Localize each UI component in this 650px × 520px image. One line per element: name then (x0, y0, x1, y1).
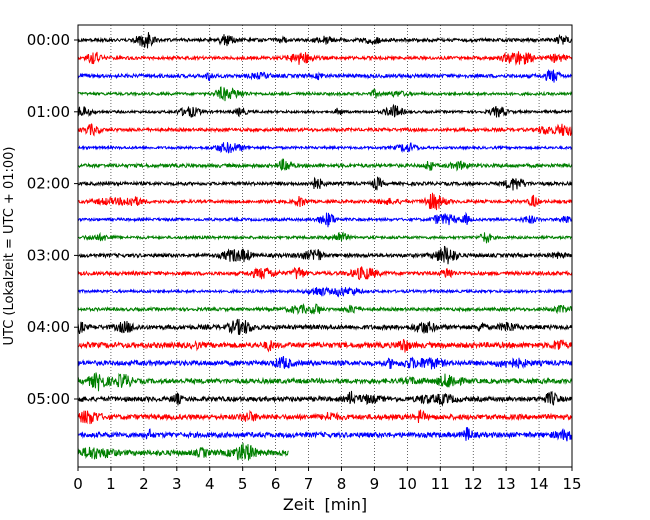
x-axis-ticks: 0 1 2 3 4 5 6 7 8 9 10 11 12 13 14 15 (73, 467, 582, 493)
y-axis-ticks: 00:00 01:00 02:00 03:00 04:00 05:00 (27, 31, 78, 408)
x-tick-label: 12 (464, 475, 483, 493)
seismic-trace (77, 442, 289, 461)
x-tick-label: 6 (271, 475, 281, 493)
x-tick-label: 13 (497, 475, 516, 493)
x-tick-label: 9 (370, 475, 380, 493)
seismic-trace (77, 339, 573, 353)
seismic-trace (77, 211, 573, 228)
x-tick-label: 2 (139, 475, 149, 493)
x-tick-label: 15 (562, 475, 581, 493)
y-tick-label: 04:00 (27, 318, 70, 336)
seismic-trace (77, 266, 573, 281)
seismic-trace (77, 245, 573, 265)
seismic-traces (77, 32, 573, 461)
x-tick-label: 14 (530, 475, 549, 493)
x-tick-label: 3 (172, 475, 182, 493)
x-axis-label: Zeit [min] (283, 495, 367, 514)
seismic-trace (77, 51, 573, 66)
axes-frame (77, 24, 573, 468)
x-tick-label: 1 (106, 475, 116, 493)
seismic-trace (77, 302, 573, 316)
seismic-trace (77, 427, 573, 442)
y-axis-label: UTC (Lokalzeit = UTC + 01:00) (2, 147, 17, 346)
seismic-trace (77, 142, 573, 154)
x-tick-label: 11 (431, 475, 450, 493)
seismic-trace (77, 390, 573, 407)
seismic-trace (77, 158, 573, 172)
seismic-trace (77, 103, 573, 118)
seismic-trace (77, 32, 573, 49)
x-tick-label: 8 (337, 475, 347, 493)
x-tick-label: 0 (73, 475, 83, 493)
x-tick-label: 4 (205, 475, 215, 493)
y-tick-label: 01:00 (27, 103, 70, 121)
seismic-trace (77, 176, 573, 191)
seismic-trace (77, 286, 573, 298)
seismic-trace (77, 231, 573, 244)
y-tick-label: 05:00 (27, 390, 70, 408)
seismic-trace (77, 372, 573, 392)
seismic-trace (77, 409, 573, 425)
y-tick-label: 02:00 (27, 175, 70, 193)
seismic-trace (77, 355, 573, 370)
seismic-trace (77, 318, 573, 336)
x-tick-label: 5 (238, 475, 248, 493)
seismic-trace (77, 123, 573, 137)
y-tick-label: 00:00 (27, 31, 70, 49)
x-tick-label: 10 (398, 475, 417, 493)
seismic-trace (77, 192, 573, 211)
x-tick-label: 7 (304, 475, 314, 493)
seismic-trace (77, 69, 573, 83)
y-tick-label: 03:00 (27, 246, 70, 264)
seismic-trace (77, 86, 573, 102)
